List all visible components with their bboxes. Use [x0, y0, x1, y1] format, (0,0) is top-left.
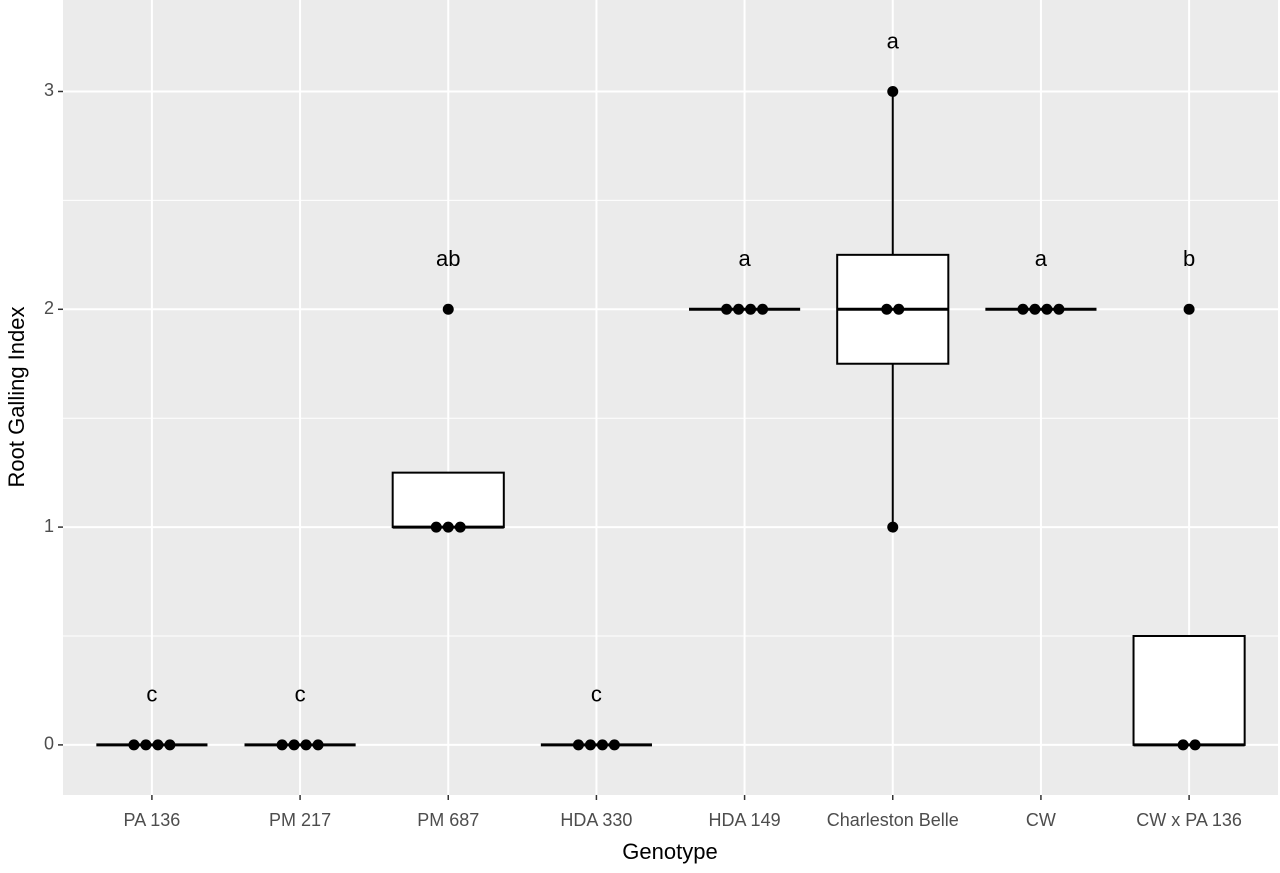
point	[721, 303, 733, 315]
point	[454, 521, 466, 533]
point	[128, 739, 140, 751]
x-tick-label: HDA 149	[709, 810, 781, 830]
point	[442, 303, 454, 315]
point	[1029, 303, 1041, 315]
point	[152, 739, 164, 751]
y-axis-title: Root Galling Index	[4, 307, 29, 488]
significance-letter: ab	[436, 246, 460, 271]
point	[733, 303, 745, 315]
x-axis-title: Genotype	[622, 839, 717, 864]
significance-letter: b	[1183, 246, 1195, 271]
significance-letter: c	[591, 682, 602, 707]
point	[442, 521, 454, 533]
box	[391, 471, 505, 529]
point	[276, 739, 288, 751]
x-tick-label: Charleston Belle	[827, 810, 959, 830]
point	[757, 303, 769, 315]
point	[1041, 303, 1053, 315]
x-tick-label: HDA 330	[560, 810, 632, 830]
point	[1189, 739, 1201, 751]
point	[596, 739, 608, 751]
y-tick-label: 1	[44, 516, 54, 536]
x-tick-label: PA 136	[124, 810, 181, 830]
point	[887, 85, 899, 97]
x-tick-label: CW	[1026, 810, 1056, 830]
point	[745, 303, 757, 315]
point	[881, 303, 893, 315]
point	[893, 303, 905, 315]
significance-letter: c	[295, 682, 306, 707]
x-tick-label: CW x PA 136	[1136, 810, 1242, 830]
point	[584, 739, 596, 751]
significance-letter: a	[887, 28, 900, 53]
point	[608, 739, 620, 751]
point	[300, 739, 312, 751]
point	[1017, 303, 1029, 315]
x-tick-label: PM 217	[269, 810, 331, 830]
y-tick-label: 0	[44, 734, 54, 754]
point	[312, 739, 324, 751]
point	[1183, 303, 1195, 315]
significance-letter: a	[738, 246, 751, 271]
point	[430, 521, 442, 533]
point	[164, 739, 176, 751]
y-tick-label: 3	[44, 80, 54, 100]
panel	[63, 0, 1278, 795]
point	[572, 739, 584, 751]
point	[887, 521, 899, 533]
box	[1132, 635, 1246, 746]
point	[140, 739, 152, 751]
significance-letter: a	[1035, 246, 1048, 271]
point	[1177, 739, 1189, 751]
point	[1053, 303, 1065, 315]
significance-letter: c	[146, 682, 157, 707]
x-tick-label: PM 687	[417, 810, 479, 830]
point	[288, 739, 300, 751]
y-tick-label: 2	[44, 298, 54, 318]
